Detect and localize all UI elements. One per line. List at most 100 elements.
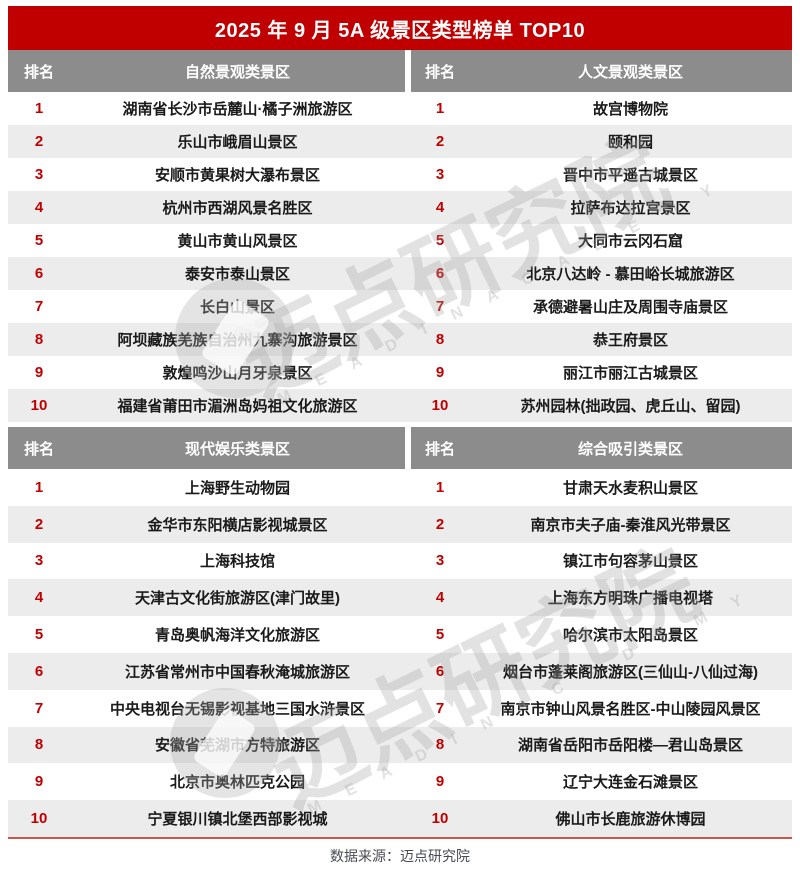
rank-cell: 1: [435, 478, 445, 496]
rank-cell: 9: [435, 364, 445, 381]
table-row: 6 泰安市泰山景区 6 北京八达岭 - 慕田峪长城旅游区: [8, 257, 792, 290]
rank-cell: 6: [435, 662, 445, 680]
table-header-row: 排名 现代娱乐类景区 排名 综合吸引类景区: [8, 427, 792, 469]
rank-cell: 1: [34, 100, 44, 117]
rank-cell: 9: [34, 773, 44, 791]
scenic-name: 湖南省岳阳市岳阳楼—君山岛景区: [517, 737, 743, 755]
scenic-name: 上海东方明珠广播电视塔: [547, 590, 713, 608]
scenic-name: 宁夏银川镇北堡西部影视城: [147, 811, 328, 829]
scenic-name: 甘肃天水麦积山景区: [562, 479, 698, 497]
header-category-natural: 自然景观类景区: [70, 50, 405, 92]
scenic-name: 恭王府景区: [592, 332, 668, 349]
scenic-name: 金华市东阳横店影视城景区: [147, 516, 328, 534]
rank-cell: 8: [34, 736, 44, 754]
data-source-label: 数据来源：迈点研究院: [330, 847, 470, 864]
rank-cell: 1: [435, 100, 445, 117]
rank-cell: 10: [431, 810, 449, 828]
rank-cell: 8: [435, 331, 445, 348]
header-rank-left: 排名: [8, 50, 70, 92]
title-bar: 2025 年 9 月 5A 级景区类型榜单 TOP10: [8, 6, 792, 50]
rank-cell: 6: [34, 662, 44, 680]
scenic-name: 大同市云冈石窟: [577, 233, 683, 250]
header-category-comprehensive: 综合吸引类景区: [469, 427, 792, 469]
rank-cell: 9: [435, 773, 445, 791]
table-row: 3 安顺市黄果树大瀑布景区 3 晋中市平遥古城景区: [8, 158, 792, 191]
rank-cell: 4: [435, 199, 445, 216]
rank-cell: 3: [34, 552, 44, 570]
scenic-name: 故宫博物院: [592, 101, 668, 118]
scenic-name: 江苏省常州市中国春秋淹城旅游区: [124, 663, 350, 681]
scenic-name: 天津古文化街旅游区(津门故里): [135, 590, 340, 608]
content-area: 2025 年 9 月 5A 级景区类型榜单 TOP10 排名 自然景观类景区 排…: [8, 6, 792, 873]
rank-cell: 5: [34, 232, 44, 249]
rank-cell: 7: [435, 298, 445, 315]
scenic-name: 辽宁大连金石滩景区: [562, 774, 698, 792]
table-row: 1 湖南省长沙市岳麓山·橘子洲旅游区 1 故宫博物院: [8, 92, 792, 125]
table-row: 7 中央电视台无锡影视基地三国水浒景区 7 南京市钟山风景名胜区-中山陵园风景区: [8, 689, 792, 727]
scenic-name: 泰安市泰山景区: [184, 266, 290, 283]
header-rank-right: 排名: [411, 50, 469, 92]
rank-cell: 10: [30, 810, 48, 828]
ranking-table-bottom: 排名 现代娱乐类景区 排名 综合吸引类景区 1 上海野生动物园 1 甘肃天水麦积…: [8, 427, 792, 837]
rank-cell: 1: [34, 478, 44, 496]
scenic-name: 南京市夫子庙-秦淮风光带景区: [530, 516, 731, 534]
rank-cell: 6: [435, 265, 445, 282]
scenic-name: 哈尔滨市太阳岛景区: [562, 627, 698, 645]
scenic-name: 长白山景区: [199, 299, 275, 316]
scenic-name: 承德避暑山庄及周围寺庙景区: [532, 299, 728, 316]
table-row: 2 乐山市峨眉山景区 2 颐和园: [8, 125, 792, 158]
table-row: 7 长白山景区 7 承德避暑山庄及周围寺庙景区: [8, 290, 792, 323]
rank-cell: 4: [34, 199, 44, 216]
scenic-name: 北京八达岭 - 慕田峪长城旅游区: [526, 266, 735, 283]
rank-cell: 8: [34, 331, 44, 348]
rank-cell: 4: [34, 589, 44, 607]
rank-cell: 2: [435, 515, 445, 533]
rank-cell: 8: [435, 736, 445, 754]
table-row: 5 青岛奥帆海洋文化旅游区 5 哈尔滨市太阳岛景区: [8, 616, 792, 653]
table-row: 8 安徽省芜湖市方特旅游区 8 湖南省岳阳市岳阳楼—君山岛景区: [8, 726, 792, 764]
page-title: 2025 年 9 月 5A 级景区类型榜单 TOP10: [214, 19, 586, 42]
scenic-name: 颐和园: [607, 134, 653, 151]
rank-cell: 5: [435, 232, 445, 249]
rank-cell: 6: [34, 265, 44, 282]
rank-cell: 9: [34, 364, 44, 381]
rank-cell: 7: [34, 298, 44, 315]
footer: 数据来源：迈点研究院: [8, 839, 792, 873]
scenic-name: 湖南省长沙市岳麓山·橘子洲旅游区: [122, 101, 353, 118]
header-gap: [405, 50, 411, 92]
table-row: 5 黄山市黄山风景区 5 大同市云冈石窟: [8, 224, 792, 257]
scenic-name: 上海野生动物园: [184, 479, 290, 497]
scenic-name: 烟台市蓬莱阁旅游区(三仙山-八仙过海): [503, 663, 758, 681]
scenic-name: 丽江市丽江古城景区: [562, 365, 698, 382]
rank-cell: 10: [30, 397, 48, 414]
scenic-name: 上海科技馆: [199, 553, 275, 571]
table-row: 10 福建省莆田市湄洲岛妈祖文化旅游区 10 苏州园林(拙政园、虎丘山、留园): [8, 389, 792, 422]
scenic-name: 安徽省芜湖市方特旅游区: [154, 737, 320, 755]
header-rank-left: 排名: [8, 427, 70, 469]
scenic-name: 镇江市句容茅山景区: [562, 553, 698, 571]
table-row: 6 江苏省常州市中国春秋淹城旅游区 6 烟台市蓬莱阁旅游区(三仙山-八仙过海): [8, 652, 792, 690]
scenic-name: 福建省莆田市湄洲岛妈祖文化旅游区: [117, 398, 358, 415]
rank-cell: 5: [34, 626, 44, 644]
rank-cell: 7: [435, 699, 445, 717]
table-row: 9 北京市奥林匹克公园 9 辽宁大连金石滩景区: [8, 763, 792, 801]
table-row: 8 阿坝藏族羌族自治州九寨沟旅游景区 8 恭王府景区: [8, 323, 792, 356]
scenic-name: 乐山市峨眉山景区: [177, 134, 298, 151]
scenic-name: 拉萨布达拉宫景区: [570, 200, 691, 217]
rank-cell: 2: [34, 133, 44, 150]
rank-cell: 2: [435, 133, 445, 150]
table-row: 4 天津古文化街旅游区(津门故里) 4 上海东方明珠广播电视塔: [8, 579, 792, 617]
scenic-name: 敦煌鸣沙山月牙泉景区: [162, 365, 313, 382]
header-gap: [405, 427, 411, 469]
header-category-entertainment: 现代娱乐类景区: [70, 427, 405, 469]
rank-cell: 7: [34, 699, 44, 717]
footer-divider: [8, 836, 792, 839]
scenic-name: 青岛奥帆海洋文化旅游区: [154, 627, 320, 645]
scenic-name: 苏州园林(拙政园、虎丘山、留园): [520, 398, 741, 415]
table-row: 4 杭州市西湖风景名胜区 4 拉萨布达拉宫景区: [8, 191, 792, 224]
scenic-name: 杭州市西湖风景名胜区: [162, 200, 313, 217]
scenic-name: 晋中市平遥古城景区: [562, 167, 698, 184]
table-row: 1 上海野生动物园 1 甘肃天水麦积山景区: [8, 469, 792, 506]
scenic-name: 南京市钟山风景名胜区-中山陵园风景区: [500, 700, 761, 718]
